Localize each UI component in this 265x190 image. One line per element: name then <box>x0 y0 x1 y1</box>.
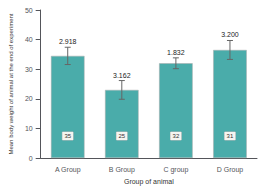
svg-text:B Group: B Group <box>109 166 135 174</box>
svg-text:40: 40 <box>25 36 33 43</box>
svg-text:D Group: D Group <box>217 166 244 174</box>
svg-text:A Group: A Group <box>55 166 81 174</box>
svg-text:31: 31 <box>227 133 234 139</box>
svg-text:C group: C group <box>163 166 188 174</box>
svg-text:Group of animal: Group of animal <box>124 178 174 186</box>
svg-text:2.918: 2.918 <box>59 38 77 45</box>
svg-text:10: 10 <box>25 125 33 132</box>
svg-text:25: 25 <box>118 133 125 139</box>
svg-text:3.162: 3.162 <box>113 72 131 79</box>
svg-text:30: 30 <box>25 66 33 73</box>
svg-text:32: 32 <box>173 133 180 139</box>
svg-text:20: 20 <box>25 95 33 102</box>
svg-text:Mean body weight of animal at: Mean body weight of animal at the end of… <box>8 13 14 154</box>
svg-text:35: 35 <box>64 133 71 139</box>
svg-text:1.832: 1.832 <box>167 49 185 56</box>
svg-text:50: 50 <box>25 7 33 14</box>
svg-text:0: 0 <box>29 155 33 162</box>
svg-text:3.200: 3.200 <box>221 31 239 38</box>
